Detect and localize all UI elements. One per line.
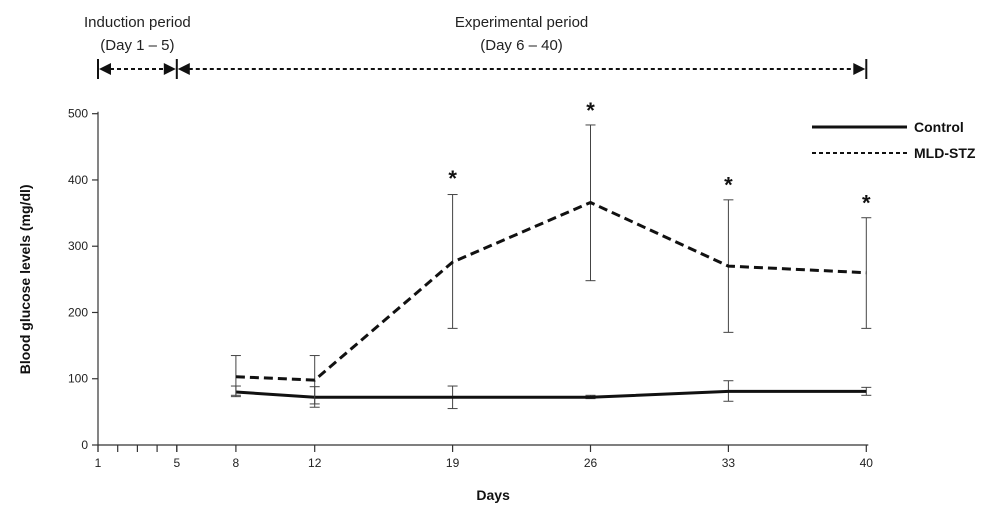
x-tick-label: 19 (446, 456, 460, 470)
y-tick-label: 300 (68, 239, 88, 253)
y-tick-label: 100 (68, 372, 88, 386)
significance-star: * (586, 98, 595, 123)
control-series-line (235, 389, 867, 399)
period-arrow-left-head (99, 63, 111, 75)
x-tick-label: 5 (173, 456, 180, 470)
x-tick-label: 12 (308, 456, 322, 470)
period-arrow-right-head (853, 63, 866, 75)
y-tick-label: 400 (68, 173, 88, 187)
x-axis-title: Days (476, 487, 510, 503)
y-tick-label: 200 (68, 305, 88, 319)
significance-star: * (448, 166, 457, 191)
period-title: Experimental period (455, 14, 588, 31)
y-axis-title: Blood glucose levels (mg/dl) (17, 184, 33, 374)
significance-star: * (862, 191, 871, 216)
legend-label-control: Control (914, 119, 964, 135)
period-range: (Day 6 – 40) (480, 37, 563, 54)
x-tick-label: 33 (722, 456, 736, 470)
y-tick-label: 500 (68, 107, 88, 121)
x-tick-label: 8 (233, 456, 240, 470)
y-tick-label: 0 (81, 438, 88, 452)
period-title: Induction period (84, 14, 191, 31)
period-arrow-right-head (163, 63, 176, 75)
significance-star: * (724, 173, 733, 198)
period-arrow-left-head (177, 63, 190, 75)
x-tick-label: 1 (95, 456, 102, 470)
legend-label-mld-stz: MLD-STZ (914, 145, 976, 161)
x-tick-label: 40 (860, 456, 874, 470)
mld-stz-series-line (235, 200, 867, 382)
period-range: (Day 1 – 5) (100, 37, 174, 54)
x-tick-label: 26 (584, 456, 598, 470)
